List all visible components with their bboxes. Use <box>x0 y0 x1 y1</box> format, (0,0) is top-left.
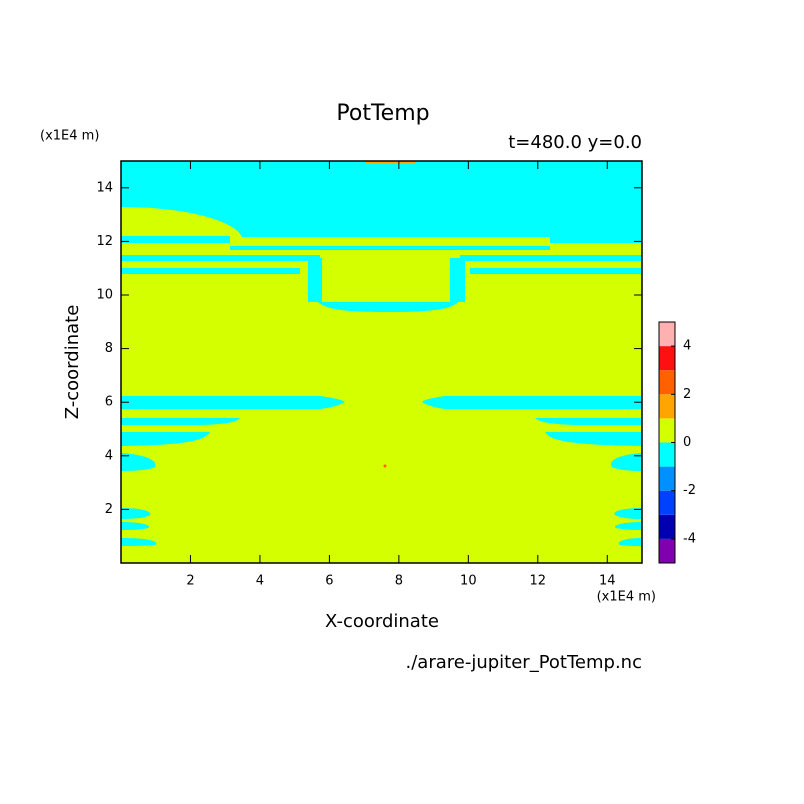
contour-region <box>121 418 240 425</box>
chart-title: PotTemp <box>336 101 429 126</box>
contour-region <box>121 268 300 274</box>
contour-region <box>121 236 230 243</box>
contour-region <box>450 258 465 302</box>
colorbar-tick-label: 4 <box>683 339 691 354</box>
colorbar-swatch <box>659 490 675 515</box>
contour-region <box>308 258 322 302</box>
colorbar-swatch <box>659 466 675 491</box>
y-tick-label: 8 <box>105 341 113 356</box>
x-tick-label: 4 <box>256 574 264 589</box>
y-tick-label: 4 <box>105 448 113 463</box>
contour-region <box>121 255 320 261</box>
contour-region <box>615 522 642 530</box>
x-tick-label: 12 <box>530 574 547 589</box>
contour-field <box>121 161 642 563</box>
y-axis-label: Z-coordinate <box>62 305 83 420</box>
colorbar-tick-label: 2 <box>683 387 691 402</box>
contour-region <box>121 508 151 519</box>
y-tick-label: 14 <box>96 180 113 195</box>
subtitle: t=480.0 y=0.0 <box>508 132 642 153</box>
contour-region <box>121 396 345 409</box>
y-unit: (x1E4 m) <box>40 129 99 144</box>
colorbar-tick-label: 0 <box>683 435 691 450</box>
x-axis-label: X-coordinate <box>325 611 439 632</box>
y-tick-label: 2 <box>105 502 113 517</box>
contour-region <box>614 508 642 519</box>
colorbar-swatch <box>659 514 675 539</box>
colorbar-swatch <box>659 442 675 467</box>
contour-region <box>535 206 642 237</box>
contour-region <box>422 396 642 409</box>
plot-frame <box>120 160 643 564</box>
contour-region <box>121 453 156 471</box>
colorbar-tick-label: -2 <box>683 483 696 498</box>
x-tick-label: 8 <box>395 574 403 589</box>
colorbar-swatch <box>659 394 675 419</box>
y-tick-label: 10 <box>96 288 113 303</box>
x-tick-label: 10 <box>460 574 477 589</box>
contour-region <box>610 453 642 471</box>
colorbar-swatch <box>659 322 675 347</box>
colorbar-swatch <box>659 418 675 443</box>
x-unit: (x1E4 m) <box>597 590 656 605</box>
x-tick-label: 14 <box>599 574 616 589</box>
y-tick-label: 12 <box>96 234 113 249</box>
contour-region <box>121 522 150 530</box>
contour-region <box>383 464 387 468</box>
contour-region <box>121 432 210 446</box>
contour-region <box>545 432 642 446</box>
file-name: ./arare-jupiter_PotTemp.nc <box>406 652 642 673</box>
contour-region <box>230 246 550 250</box>
colorbar-swatch <box>659 538 675 563</box>
contour-region <box>550 236 642 243</box>
contour-region <box>618 538 642 546</box>
y-tick-label: 6 <box>105 395 113 410</box>
colorbar-swatch <box>659 346 675 371</box>
contour-region <box>121 161 642 237</box>
contour-region <box>318 302 458 312</box>
x-tick-label: 2 <box>186 574 194 589</box>
contour-region <box>460 255 642 261</box>
contour-region <box>470 268 642 274</box>
x-tick-label: 6 <box>325 574 333 589</box>
colorbar-swatch <box>659 370 675 395</box>
contour-region <box>535 418 642 425</box>
contour-region <box>121 538 157 546</box>
colorbar-tick-label: -4 <box>683 531 696 546</box>
